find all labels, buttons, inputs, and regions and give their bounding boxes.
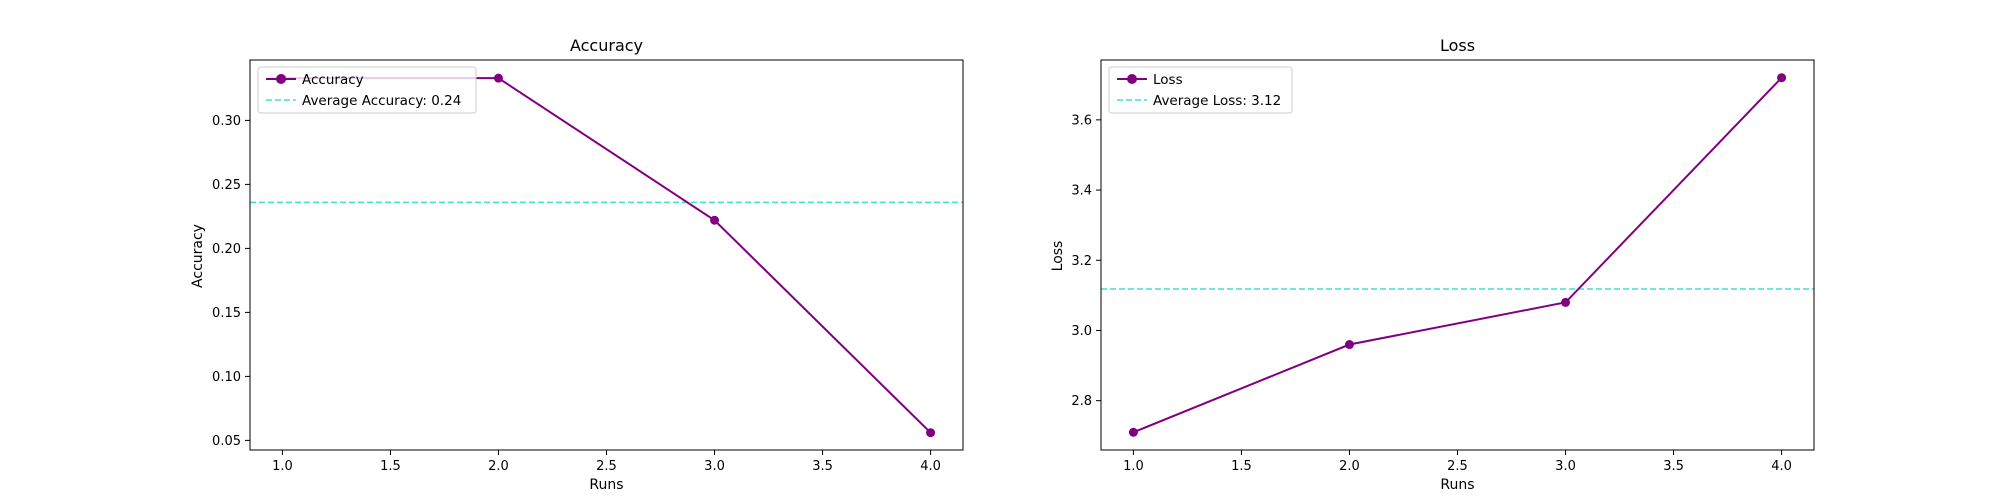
legend-box (1108, 66, 1293, 114)
legend-average-label: Average Loss: 3.12 (1153, 93, 1281, 109)
y-axis-label: Loss (1050, 241, 1066, 272)
legend-series-marker (1127, 74, 1137, 84)
data-point (1561, 297, 1571, 307)
data-point (710, 215, 720, 225)
axes-frame (249, 59, 964, 451)
y-tick-label: 0.05 (212, 434, 241, 449)
x-axis-ticks: 1.0 1.5 2.0 2.5 3.0 3.5 4.0 (1123, 450, 1792, 474)
x-tick-label: 2.5 (1447, 459, 1468, 474)
chart-title: Loss (1440, 36, 1475, 55)
data-point (1344, 340, 1354, 350)
axes-frame (1100, 59, 1815, 451)
legend-series-marker (276, 74, 286, 84)
x-tick-label: 4.0 (920, 459, 941, 474)
accuracy-chart: Accuracy Runs Accuracy 1.0 1.5 2.0 2.5 3.0 3.… (190, 36, 964, 493)
x-tick-label: 2.5 (596, 459, 617, 474)
legend-average-label: Average Accuracy: 0.24 (302, 93, 461, 109)
data-point (1128, 427, 1138, 437)
legend: Accuracy Average Accuracy: 0.24 (257, 66, 477, 114)
x-tick-label: 3.5 (1663, 459, 1684, 474)
x-tick-label: 3.5 (812, 459, 833, 474)
legend: Loss Average Loss: 3.12 (1108, 66, 1293, 114)
y-tick-label: 3.6 (1071, 113, 1092, 128)
data-point (1777, 73, 1787, 83)
y-tick-label: 2.8 (1071, 394, 1092, 409)
y-tick-label: 0.20 (212, 242, 241, 257)
legend-series-label: Loss (1153, 72, 1183, 88)
y-tick-label: 0.15 (212, 306, 241, 321)
y-tick-label: 3.4 (1071, 184, 1092, 199)
data-point (493, 73, 503, 83)
plot-area (1101, 73, 1814, 437)
x-tick-label: 1.0 (1123, 459, 1144, 474)
x-tick-label: 2.0 (488, 459, 509, 474)
y-tick-label: 3.2 (1071, 254, 1092, 269)
y-tick-label: 0.30 (212, 114, 241, 129)
y-tick-label: 3.0 (1071, 324, 1092, 339)
x-tick-label: 1.5 (380, 459, 401, 474)
x-axis-ticks: 1.0 1.5 2.0 2.5 3.0 3.5 4.0 (272, 450, 941, 474)
y-axis-label: Accuracy (190, 224, 206, 288)
data-point (926, 428, 936, 438)
legend-series-label: Accuracy (302, 72, 364, 88)
y-tick-label: 0.10 (212, 370, 241, 385)
x-tick-label: 2.0 (1339, 459, 1360, 474)
x-tick-label: 4.0 (1771, 459, 1792, 474)
y-tick-label: 0.25 (212, 178, 241, 193)
y-axis-ticks: 2.8 3.0 3.2 3.4 3.6 (1071, 113, 1101, 409)
x-axis-label: Runs (589, 477, 623, 493)
chart-title: Accuracy (570, 36, 643, 55)
x-axis-label: Runs (1440, 477, 1474, 493)
loss-chart: Loss Runs Loss 1.0 1.5 2.0 2.5 3.0 3.5 4.0 2.8… (1050, 36, 1815, 493)
x-tick-label: 3.0 (704, 459, 725, 474)
series-line (1133, 77, 1783, 434)
x-tick-label: 3.0 (1555, 459, 1576, 474)
x-tick-label: 1.5 (1231, 459, 1252, 474)
y-axis-ticks: 0.05 0.10 0.15 0.20 0.25 0.30 (212, 114, 250, 449)
x-tick-label: 1.0 (272, 459, 293, 474)
legend-box (257, 66, 477, 114)
